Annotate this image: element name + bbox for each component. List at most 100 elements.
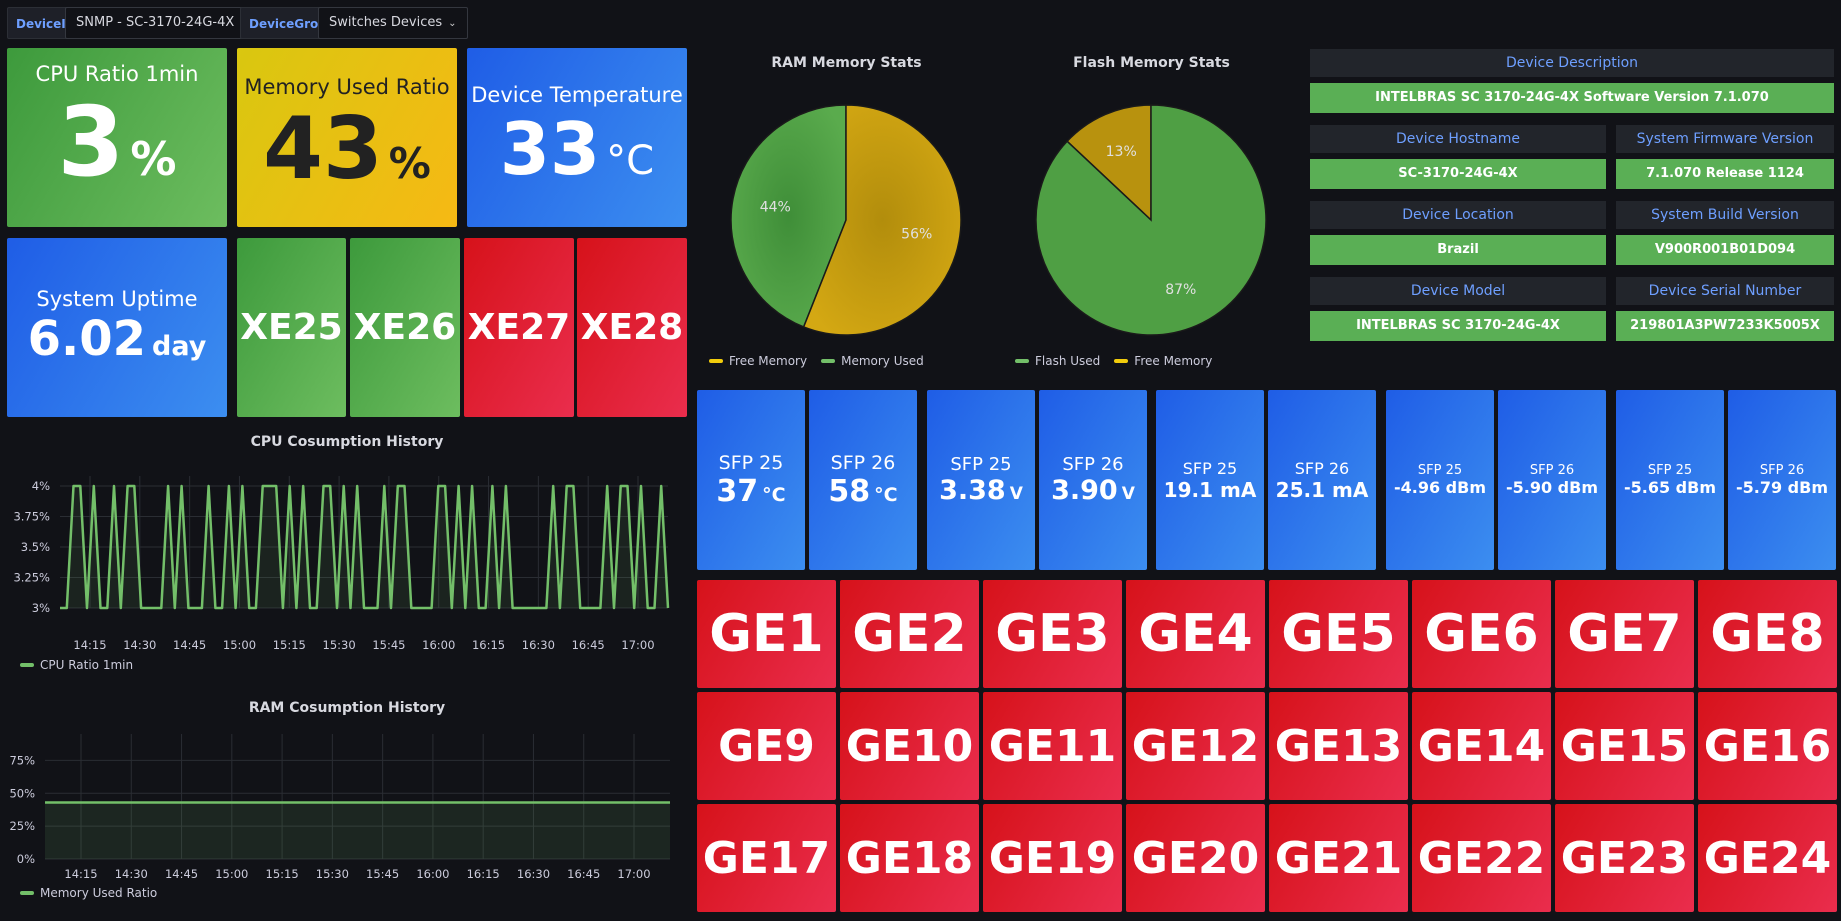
port-label: GE23 (1560, 832, 1689, 884)
serial-number-value: 219801A3PW7233K5005X (1616, 311, 1834, 341)
ram-history-chart: 75% 50% 25% 0% 14:15 14:30 14:45 15:00 15:15 15:… (9, 734, 670, 880)
device-description-label: Device Description (1310, 49, 1834, 77)
legend-label: Memory Used (841, 354, 924, 368)
device-group-value: Switches Devices (329, 15, 443, 30)
x-tick-label: 14:15 (64, 867, 97, 880)
cpu-ratio-value: 3 (57, 86, 125, 199)
port-label: GE13 (1274, 720, 1403, 772)
port-ge21: GE21 (1269, 804, 1408, 912)
port-label: GE16 (1703, 720, 1832, 772)
port-label: GE3 (995, 604, 1110, 664)
port-ge4: GE4 (1126, 580, 1265, 688)
device-ip-select[interactable]: SNMP - SC-3170-24G-4X⌄ (65, 7, 260, 39)
port-ge11: GE11 (983, 692, 1122, 800)
x-tick-label: 15:15 (273, 638, 306, 650)
port-ge17: GE17 (697, 804, 836, 912)
x-tick-label: 14:30 (123, 638, 156, 650)
x-tick-label: 15:00 (223, 638, 256, 650)
pie-slice (802, 104, 962, 336)
ram-history-title: RAM Cosumption History (248, 700, 446, 716)
x-tick-label: 16:15 (472, 638, 505, 650)
port-ge1: GE1 (697, 580, 836, 688)
cpu-history-legend[interactable]: CPU Ratio 1min (20, 658, 133, 672)
port-label: XE25 (240, 307, 343, 348)
device-description-value: INTELBRAS SC 3170-24G-4X Software Versio… (1310, 83, 1834, 113)
port-xe27: XE27 (464, 238, 574, 417)
x-tick-label: 17:00 (617, 867, 650, 880)
x-tick-label: 15:30 (316, 867, 349, 880)
x-tick-label: 16:30 (522, 638, 555, 650)
y-tick-label: 3.25% (13, 571, 50, 585)
pie-slice (1066, 104, 1152, 222)
ram-history-legend[interactable]: Memory Used Ratio (20, 886, 157, 900)
x-tick-label: 15:30 (323, 638, 356, 650)
flash-pie-chart: 13% 87% (1035, 104, 1267, 336)
sfp-title: SFP 25 (1647, 463, 1693, 478)
port-ge14: GE14 (1412, 692, 1551, 800)
sfp25-voltage: SFP 25 3.38 V (927, 390, 1035, 570)
x-tick-label: 15:00 (215, 867, 248, 880)
sfp-title: SFP 25 (1417, 463, 1463, 478)
memory-ratio-panel: Memory Used Ratio 43% (237, 48, 457, 227)
sfp-title: SFP 26 (1529, 463, 1575, 478)
cpu-ratio-title: CPU Ratio 1min (35, 61, 199, 86)
port-xe26: XE26 (350, 238, 460, 417)
x-tick-label: 16:30 (517, 867, 550, 880)
x-tick-label: 14:30 (115, 867, 148, 880)
port-ge23: GE23 (1555, 804, 1694, 912)
sfp-title: SFP 26 (830, 451, 896, 474)
temperature-value: 33 (499, 107, 601, 192)
ram-history-area (45, 802, 670, 859)
ram-pie-legend[interactable]: Free Memory Memory Used (709, 354, 924, 368)
legend-label: Memory Used Ratio (40, 886, 158, 900)
port-ge16: GE16 (1698, 692, 1837, 800)
port-ge7: GE7 (1555, 580, 1694, 688)
pie-slice (730, 104, 847, 328)
legend-swatch (821, 359, 836, 363)
x-tick-label: 17:00 (621, 638, 654, 650)
sfp-title: SFP 26 (1294, 458, 1350, 478)
x-tick-label: 16:00 (422, 638, 455, 650)
port-label: GE12 (1131, 720, 1260, 772)
sfp-title: SFP 26 (1062, 454, 1124, 475)
build-version-value: V900R001B01D094 (1616, 235, 1834, 265)
y-tick-label: 0% (17, 852, 35, 866)
uptime-title: System Uptime (36, 286, 198, 311)
port-ge20: GE20 (1126, 804, 1265, 912)
y-tick-label: 50% (9, 786, 35, 800)
sfp-value: 3.90 (1051, 475, 1118, 506)
ge-port-grid: GE1 GE2 GE3 GE4 GE5 GE6 GE7 GE8 GE9 GE10 GE11 GE12 G… (697, 580, 1837, 912)
pie-label: 87% (1165, 282, 1196, 298)
cpu-history-line (60, 484, 670, 610)
ram-pie-chart: 44% 56% (730, 104, 962, 336)
port-label: XE28 (580, 307, 684, 348)
port-label: GE24 (1703, 832, 1832, 884)
device-model-label: Device Model (1310, 277, 1606, 305)
sfp-value: -5.90 dBm (1505, 478, 1598, 497)
device-group-select[interactable]: Switches Devices ⌄ (318, 7, 468, 39)
port-label: GE22 (1417, 832, 1546, 884)
port-label: GE4 (1138, 604, 1253, 664)
port-label: XE27 (467, 307, 571, 348)
flash-pie-legend[interactable]: Flash Used Free Memory (1015, 354, 1212, 368)
sfp-value: -4.96 dBm (1393, 478, 1486, 497)
x-tick-label: 16:45 (567, 867, 600, 880)
port-ge13: GE13 (1269, 692, 1408, 800)
pie-slice (1035, 104, 1267, 336)
cpu-history-area (60, 486, 668, 608)
sfp-value: 19.1 mA (1163, 477, 1257, 502)
legend-swatch (1015, 359, 1029, 363)
sfp-value: 3.38 (939, 475, 1006, 506)
sfp25-temperature: SFP 25 37 °C (697, 390, 805, 570)
sfp-value: 37 (716, 473, 759, 509)
memory-ratio-title: Memory Used Ratio (244, 74, 450, 99)
memory-ratio-unit: % (388, 139, 431, 189)
sfp26-bias-current: SFP 26 25.1 mA (1268, 390, 1376, 570)
sfp-title: SFP 25 (718, 451, 784, 474)
legend-swatch (1114, 359, 1129, 363)
port-ge5: GE5 (1269, 580, 1408, 688)
port-ge8: GE8 (1698, 580, 1837, 688)
ram-pie-title: RAM Memory Stats (771, 55, 922, 71)
sfp-title: SFP 25 (1182, 458, 1238, 478)
port-ge19: GE19 (983, 804, 1122, 912)
